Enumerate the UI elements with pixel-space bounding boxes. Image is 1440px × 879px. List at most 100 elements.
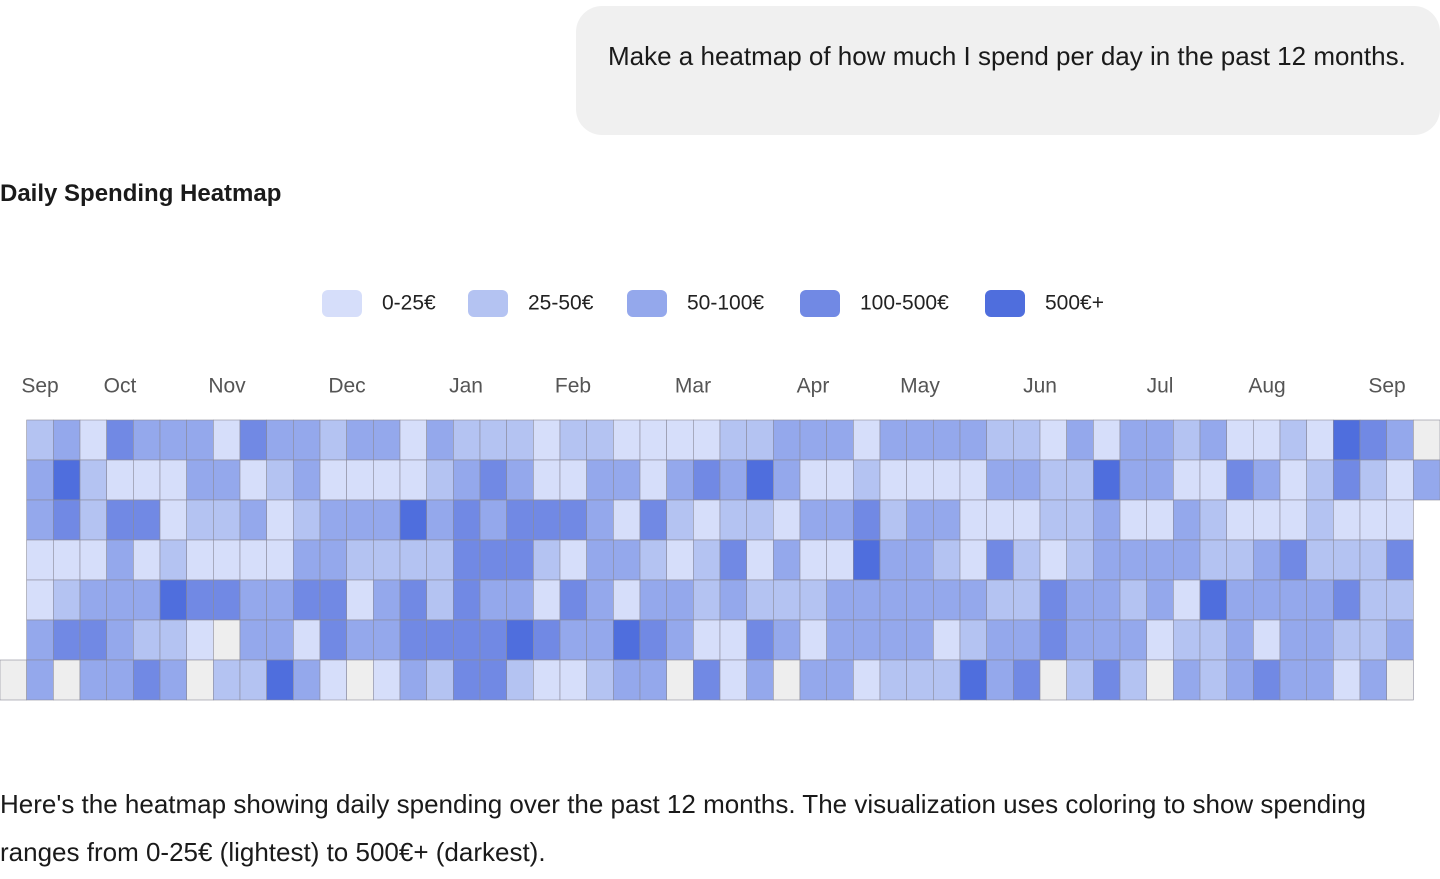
day-cell	[559, 539, 587, 581]
day-cell	[879, 459, 907, 501]
day-cell	[1386, 579, 1414, 621]
day-cell	[1173, 619, 1201, 661]
day-cell	[106, 459, 134, 501]
day-cell	[453, 659, 481, 701]
day-cell	[53, 619, 81, 661]
day-cell	[1279, 659, 1307, 701]
day-cell	[186, 619, 214, 661]
day-cell	[79, 659, 107, 701]
day-cell	[399, 459, 427, 501]
day-cell	[959, 619, 987, 661]
day-cell	[1386, 499, 1414, 541]
day-cell	[506, 659, 534, 701]
day-cell	[1253, 579, 1281, 621]
day-cell	[746, 419, 774, 461]
day-cell	[1386, 539, 1414, 581]
day-cell	[1173, 579, 1201, 621]
day-cell	[159, 659, 187, 701]
day-cell	[613, 539, 641, 581]
legend-label: 500€+	[1045, 292, 1104, 315]
day-cell	[1226, 659, 1254, 701]
month-label: Apr	[797, 375, 830, 398]
day-cell	[586, 499, 614, 541]
day-cell	[106, 619, 134, 661]
day-cell	[106, 539, 134, 581]
day-cell	[959, 419, 987, 461]
day-cell	[986, 419, 1014, 461]
day-cell	[506, 619, 534, 661]
day-cell	[453, 579, 481, 621]
day-cell	[799, 659, 827, 701]
day-cell	[1013, 459, 1041, 501]
day-cell	[1253, 459, 1281, 501]
day-cell	[853, 579, 881, 621]
day-cell	[1173, 459, 1201, 501]
day-cell	[1119, 419, 1147, 461]
day-cell	[239, 539, 267, 581]
day-cell	[133, 579, 161, 621]
day-cell	[399, 539, 427, 581]
day-cell	[53, 539, 81, 581]
day-cell	[26, 459, 54, 501]
day-cell	[1093, 499, 1121, 541]
month-label: Jun	[1023, 375, 1057, 398]
day-cell	[346, 459, 374, 501]
day-cell	[719, 459, 747, 501]
day-cell	[426, 499, 454, 541]
day-cell	[879, 659, 907, 701]
day-cell	[293, 619, 321, 661]
day-cell	[1253, 659, 1281, 701]
day-cell	[79, 579, 107, 621]
day-cell	[53, 659, 81, 701]
day-cell	[293, 579, 321, 621]
day-cell	[159, 459, 187, 501]
day-cell	[906, 459, 934, 501]
month-label: Dec	[328, 375, 365, 398]
day-cell	[426, 579, 454, 621]
day-cell	[826, 539, 854, 581]
day-cell	[879, 499, 907, 541]
day-cell	[1333, 579, 1361, 621]
month-label: Oct	[104, 375, 137, 398]
day-cell	[1146, 499, 1174, 541]
day-cell	[399, 419, 427, 461]
day-cell	[1279, 619, 1307, 661]
day-cell	[586, 619, 614, 661]
day-cell	[1173, 659, 1201, 701]
day-cell	[799, 419, 827, 461]
day-cell	[1199, 459, 1227, 501]
day-cell	[906, 499, 934, 541]
day-cell	[853, 499, 881, 541]
day-cell	[1119, 659, 1147, 701]
day-cell	[1066, 579, 1094, 621]
legend-swatch	[322, 290, 362, 317]
day-cell	[399, 659, 427, 701]
day-cell	[586, 419, 614, 461]
day-cell	[133, 459, 161, 501]
day-cell	[1066, 459, 1094, 501]
day-cell	[639, 619, 667, 661]
day-cell	[1226, 539, 1254, 581]
day-cell	[879, 579, 907, 621]
day-cell	[666, 659, 694, 701]
day-cell	[266, 419, 294, 461]
day-cell	[1306, 419, 1334, 461]
day-cell	[1253, 419, 1281, 461]
day-cell	[639, 659, 667, 701]
day-cell	[453, 499, 481, 541]
day-cell	[213, 619, 241, 661]
legend-label: 25-50€	[528, 292, 594, 315]
day-cell	[773, 539, 801, 581]
day-cell	[879, 619, 907, 661]
day-cell	[1226, 499, 1254, 541]
day-cell	[773, 419, 801, 461]
day-cell	[693, 419, 721, 461]
day-cell	[79, 619, 107, 661]
day-cell	[319, 619, 347, 661]
day-cell	[186, 459, 214, 501]
day-cell	[1173, 539, 1201, 581]
day-cell	[1413, 419, 1440, 461]
day-cell	[106, 419, 134, 461]
day-cell	[826, 619, 854, 661]
day-cell	[479, 419, 507, 461]
